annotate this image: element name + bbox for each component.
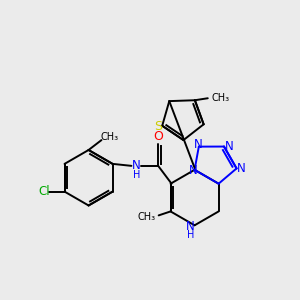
Text: N: N bbox=[225, 140, 233, 153]
Text: CH₃: CH₃ bbox=[138, 212, 156, 222]
Text: N: N bbox=[132, 159, 141, 172]
Text: Cl: Cl bbox=[38, 185, 50, 198]
Text: O: O bbox=[153, 130, 163, 142]
Text: N: N bbox=[186, 220, 195, 233]
Text: N: N bbox=[237, 162, 246, 175]
Text: CH₃: CH₃ bbox=[100, 132, 118, 142]
Text: CH₃: CH₃ bbox=[212, 93, 230, 103]
Text: S: S bbox=[154, 120, 162, 133]
Text: N: N bbox=[189, 164, 198, 177]
Text: N: N bbox=[194, 138, 202, 151]
Text: H: H bbox=[133, 170, 140, 180]
Text: H: H bbox=[187, 230, 194, 240]
